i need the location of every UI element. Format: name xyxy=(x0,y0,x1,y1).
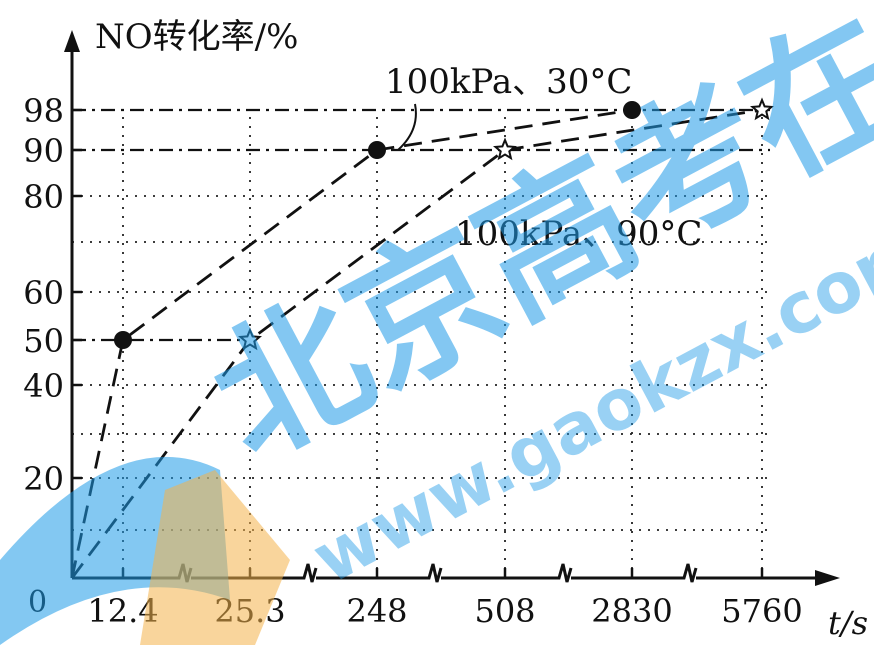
point-s1-2 xyxy=(493,137,517,161)
series-label-90c: 100kPa、90°C xyxy=(455,214,702,254)
x-axis-label: t/s xyxy=(828,604,868,642)
y-tick-label-3: 60 xyxy=(23,274,64,312)
y-tick-label-2: 50 xyxy=(23,322,64,360)
point-s1-1 xyxy=(238,327,262,351)
x-tick-label-5: 5760 xyxy=(721,592,802,630)
y-tick-label-6: 98 xyxy=(23,92,64,130)
x-tick-label-2: 248 xyxy=(346,592,407,630)
point-s0-1 xyxy=(114,331,132,349)
y-axis-label: NO转化率/% xyxy=(95,17,298,57)
point-s1-3 xyxy=(750,97,774,121)
x-axis-line xyxy=(72,563,818,583)
y-axis-arrow xyxy=(64,30,80,52)
origin-label: 0 xyxy=(28,585,47,620)
x-tick-label-4: 2830 xyxy=(591,592,672,630)
point-s0-2 xyxy=(368,141,386,159)
series-line-0 xyxy=(70,108,633,579)
leader-line xyxy=(397,103,417,151)
data-markers xyxy=(114,97,774,351)
y-tick-label-1: 40 xyxy=(23,367,64,405)
x-axis-arrow xyxy=(815,570,840,586)
x-tick-label-1: 25.3 xyxy=(214,592,285,630)
y-tick-label-5: 90 xyxy=(23,132,64,170)
point-s0-3 xyxy=(623,101,641,119)
series-label-30c: 100kPa、30°C xyxy=(385,62,632,102)
x-tick-label-0: 12.4 xyxy=(87,592,158,630)
axes xyxy=(64,30,840,586)
y-tick-label-4: 80 xyxy=(23,178,64,216)
reference-lines xyxy=(72,108,770,342)
series-line-1 xyxy=(70,108,763,579)
x-tick-label-3: 508 xyxy=(474,592,535,630)
grid xyxy=(72,110,770,578)
series-lines xyxy=(70,108,763,579)
y-tick-label-0: 20 xyxy=(23,460,64,498)
